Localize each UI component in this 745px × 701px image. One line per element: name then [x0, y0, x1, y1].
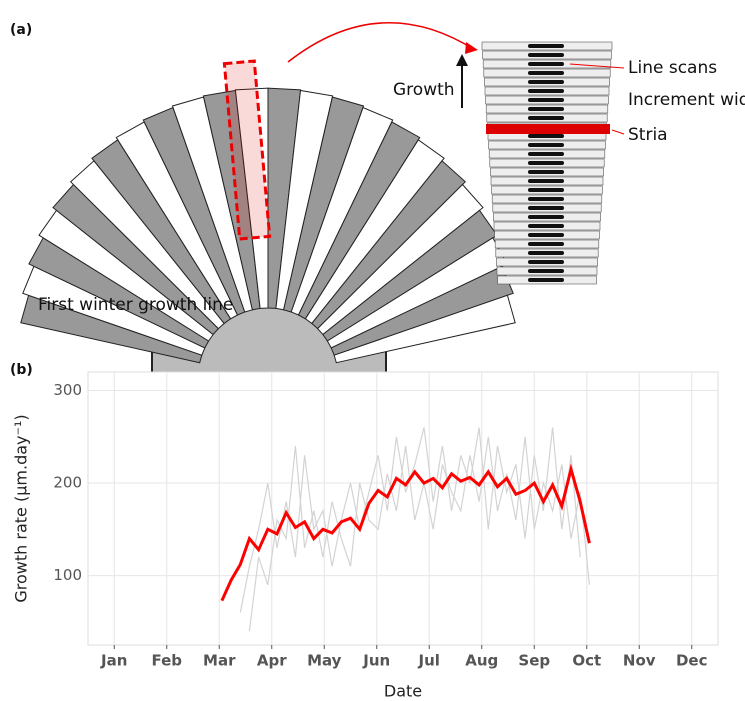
shell-rib [267, 87, 302, 309]
label: Line scans [628, 58, 717, 78]
scan [528, 62, 564, 66]
scan [528, 224, 564, 228]
scan [528, 53, 564, 57]
label: First winter growth line [38, 295, 233, 315]
shell-rib [333, 294, 516, 364]
scan [528, 98, 564, 102]
x-tick-label: Nov [623, 652, 656, 670]
x-tick-label: Jan [100, 652, 127, 670]
scan [528, 251, 564, 255]
shell-rib [330, 265, 514, 356]
scan [528, 278, 564, 282]
panel-label: (a) [10, 22, 32, 38]
scan [528, 233, 564, 237]
scan [528, 44, 564, 48]
series-line [248, 436, 590, 632]
scan [528, 116, 564, 120]
label: Stria [628, 125, 668, 145]
scan [528, 188, 564, 192]
scan [528, 89, 564, 93]
scan [528, 71, 564, 75]
x-tick-label: Oct [572, 652, 601, 670]
shell-rib [311, 160, 467, 330]
shell-rib [283, 96, 365, 313]
scan [528, 80, 564, 84]
scan [528, 161, 564, 165]
scan [528, 206, 564, 210]
scan [528, 179, 564, 183]
x-tick-label: Jun [362, 652, 390, 670]
pointer [569, 63, 625, 69]
scan [528, 197, 564, 201]
highlight [222, 59, 272, 241]
panel-label: (b) [10, 362, 33, 378]
y-tick-label: 200 [53, 474, 82, 492]
scan [528, 134, 564, 138]
pointer [611, 129, 625, 135]
scan [528, 170, 564, 174]
shell-rib [304, 139, 445, 325]
x-tick-label: Jul [418, 652, 440, 670]
arrowhead [465, 42, 478, 54]
shell-rib [290, 106, 394, 316]
stria [486, 124, 610, 134]
x-tick-label: Mar [203, 652, 236, 670]
inset [481, 41, 625, 285]
y-tick-label: 100 [53, 566, 82, 584]
y-tick-label: 300 [53, 381, 82, 399]
shell-diagram [20, 59, 516, 379]
shell-rib [297, 121, 421, 320]
scan [528, 269, 564, 273]
x-tick-label: Dec [676, 652, 708, 670]
label: Increment width [628, 90, 745, 110]
chart: 100 200 300 Jan Feb Mar Apr May Jun Jul Aug Sep Oct N… [12, 371, 719, 701]
x-tick-label: Feb [151, 652, 182, 670]
label-text: Increment width [628, 90, 745, 110]
scan [528, 107, 564, 111]
label: Growth [393, 80, 455, 100]
x-axis-label: Date [384, 682, 422, 701]
plot-area [87, 371, 719, 646]
label-text: First winter growth line [38, 295, 233, 315]
arrowhead [456, 54, 468, 66]
scan [528, 143, 564, 147]
series-line [220, 463, 591, 602]
y-axis-label: Growth rate (µm.day⁻¹) [12, 414, 31, 602]
connector [287, 21, 476, 63]
x-tick-label: Aug [465, 652, 498, 670]
x-tick-label: May [307, 652, 342, 670]
shell-rib [316, 183, 484, 336]
scan [528, 242, 564, 246]
x-tick-label: Sep [518, 652, 550, 670]
scan [528, 260, 564, 264]
x-tick-label: Apr [257, 652, 287, 670]
scan [528, 152, 564, 156]
shell-rib [275, 89, 334, 311]
scan [528, 215, 564, 219]
